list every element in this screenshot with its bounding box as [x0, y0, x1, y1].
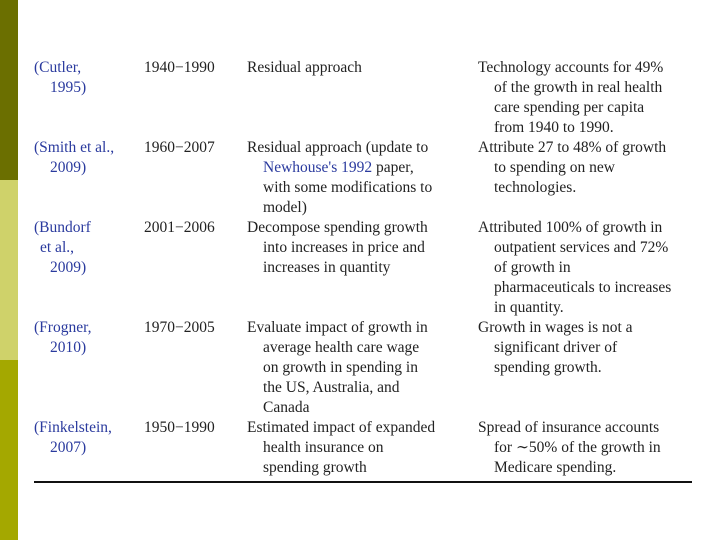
study-finding: Spread of insurance accounts for ∼50% of…	[478, 419, 661, 476]
study-citation[interactable]: (Bundorf et al., 2009)	[34, 219, 91, 276]
study-period: 1970−2005	[144, 319, 215, 336]
study-citation[interactable]: (Frogner, 2010)	[34, 319, 92, 356]
sidebar-bar-middle	[0, 180, 18, 360]
study-method: Decompose spending growth into increases…	[247, 219, 428, 276]
study-citation[interactable]: (Cutler, 1995)	[34, 59, 87, 96]
study-method: Evaluate impact of growth in average hea…	[247, 319, 428, 416]
study-method: Residual approach (update to Newhouse's …	[247, 139, 433, 216]
study-finding: Attribute 27 to 48% of growth to spendin…	[478, 139, 667, 196]
study-citation[interactable]: (Finkelstein, 2007)	[34, 419, 112, 456]
study-citation[interactable]: (Smith et al., 2009)	[34, 139, 115, 176]
table-bottom-rule	[34, 481, 692, 483]
study-finding: Technology accounts for 49% of the growt…	[478, 59, 664, 136]
study-period: 1960−2007	[144, 139, 215, 156]
sidebar-bar-bottom	[0, 360, 18, 540]
study-method: Residual approach	[247, 59, 362, 76]
study-method: Estimated impact of expanded health insu…	[247, 419, 436, 476]
study-period: 2001−2006	[144, 219, 215, 236]
study-period: 1950−1990	[144, 419, 215, 436]
sidebar-bar-top	[0, 0, 18, 180]
newhouse-paper-link[interactable]: Newhouse's 1992	[263, 159, 373, 176]
study-period: 1940−1990	[144, 59, 215, 76]
study-finding: Attributed 100% of growth in outpatient …	[478, 219, 672, 316]
study-finding: Growth in wages is not a significant dri…	[478, 319, 633, 376]
